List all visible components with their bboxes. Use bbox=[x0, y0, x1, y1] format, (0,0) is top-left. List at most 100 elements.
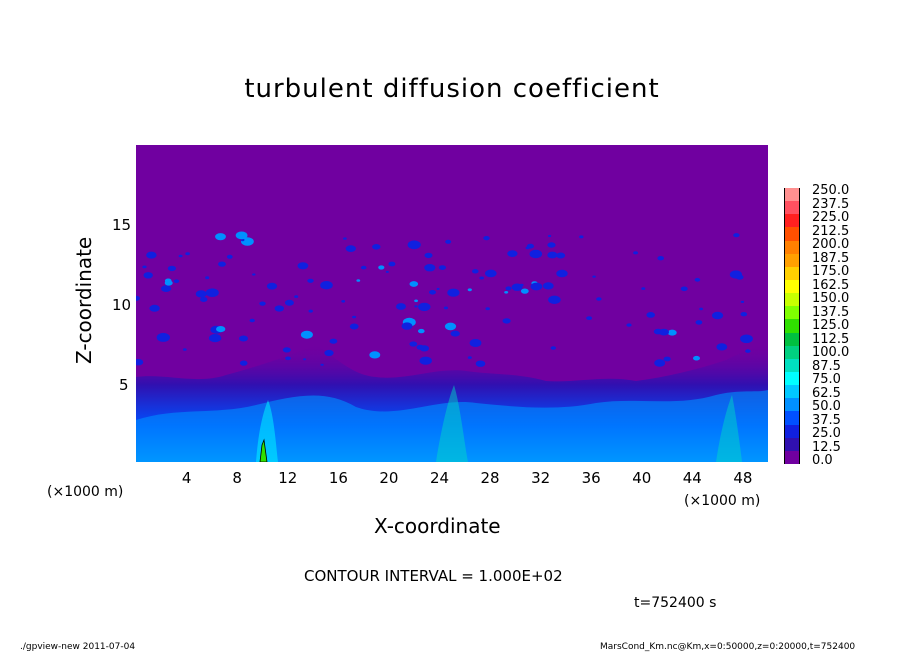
colorbar-swatch bbox=[784, 227, 800, 242]
boundary-layer-core bbox=[136, 390, 768, 462]
turbulence-blob bbox=[303, 358, 307, 361]
turbulence-blob bbox=[300, 330, 313, 339]
turbulence-blob bbox=[324, 349, 334, 357]
turbulence-blob bbox=[200, 297, 208, 302]
turbulence-blob bbox=[418, 302, 431, 312]
colorbar-swatch bbox=[784, 240, 800, 255]
turbulence-blob bbox=[414, 305, 418, 308]
turbulence-blob bbox=[633, 251, 638, 255]
turbulence-blob bbox=[205, 288, 219, 297]
x-unit-label: (×1000 m) bbox=[684, 493, 761, 509]
turbulence-blob bbox=[429, 290, 436, 295]
colorbar bbox=[784, 188, 800, 465]
turbulence-blob bbox=[320, 363, 324, 366]
colorbar-swatch bbox=[784, 253, 800, 268]
time-label: t=752400 s bbox=[634, 595, 717, 611]
footer-source: MarsCond_Km.nc@Km,x=0:50000,z=0:20000,t=… bbox=[600, 642, 856, 652]
turbulence-blob bbox=[424, 264, 436, 272]
x-tick-label: 48 bbox=[733, 469, 753, 487]
turbulence-blob bbox=[294, 295, 299, 298]
turbulence-blob bbox=[167, 265, 176, 272]
x-tick-label: 16 bbox=[328, 469, 348, 487]
turbulence-blob bbox=[445, 239, 452, 244]
turbulence-blob bbox=[416, 344, 425, 350]
turbulence-blob bbox=[205, 276, 210, 280]
colorbar-swatch bbox=[784, 306, 800, 320]
colorbar-label: 112.5 bbox=[812, 331, 850, 347]
colorbar-swatch bbox=[784, 358, 800, 373]
turbulence-blob bbox=[215, 233, 226, 241]
turbulence-blob bbox=[360, 265, 367, 270]
colorbar-swatch bbox=[784, 345, 800, 360]
turbulence-blob bbox=[716, 343, 728, 351]
colorbar-label: 87.5 bbox=[812, 358, 841, 374]
turbulence-blob bbox=[185, 252, 190, 256]
turbulence-blob bbox=[467, 288, 472, 292]
turbulence-blob bbox=[164, 278, 172, 283]
turbulence-blob bbox=[356, 279, 361, 282]
colorbar-label: 25.0 bbox=[812, 426, 841, 441]
colorbar-label: 212.5 bbox=[812, 223, 850, 239]
colorbar-swatch bbox=[784, 437, 800, 452]
x-tick-label: 40 bbox=[632, 469, 652, 487]
chart-title: turbulent diffusion coefficient bbox=[244, 74, 660, 104]
turbulence-blob bbox=[235, 231, 248, 240]
turbulence-blob bbox=[469, 339, 482, 347]
colorbar-swatch bbox=[784, 266, 800, 281]
turbulence-blob bbox=[641, 287, 646, 290]
turbulence-blob bbox=[407, 240, 421, 250]
y-axis-label: Z-coordinate bbox=[72, 236, 96, 364]
turbulence-blob bbox=[699, 307, 703, 311]
turbulence-blob bbox=[329, 338, 338, 344]
turbulence-blob bbox=[443, 306, 448, 310]
turbulence-blob bbox=[626, 323, 632, 327]
colorbar-label: 37.5 bbox=[812, 412, 841, 428]
turbulence-blob bbox=[372, 244, 381, 250]
colorbar-swatch bbox=[784, 450, 800, 465]
colorbar-label: 150.0 bbox=[812, 291, 850, 306]
colorbar-swatch bbox=[784, 214, 800, 228]
turbulence-blob bbox=[740, 312, 748, 317]
contour-interval-note: CONTOUR INTERVAL = 1.000E+02 bbox=[304, 567, 563, 585]
turbulence-blob bbox=[695, 320, 703, 325]
turbulence-blob bbox=[667, 329, 677, 336]
high-value-contour bbox=[259, 438, 268, 462]
upper-turbulence bbox=[136, 231, 753, 367]
turbulence-blob bbox=[146, 251, 157, 259]
turbulence-blob bbox=[226, 254, 233, 259]
turbulence-blob bbox=[525, 246, 530, 250]
y-unit-label: (×1000 m) bbox=[47, 484, 124, 500]
turbulence-blob bbox=[266, 282, 278, 290]
turbulence-blob bbox=[156, 332, 170, 342]
turbulence-blob bbox=[345, 245, 356, 252]
turbulence-blob bbox=[444, 322, 457, 331]
turbulence-blob bbox=[693, 355, 700, 361]
turbulence-blob bbox=[218, 261, 226, 267]
x-tick-label: 36 bbox=[581, 469, 601, 487]
turbulence-blob bbox=[369, 351, 381, 359]
turbulence-blob bbox=[596, 297, 602, 301]
x-tick-label: 8 bbox=[232, 469, 242, 487]
turbulence-blob bbox=[502, 318, 511, 324]
turbulence-blob bbox=[401, 322, 413, 330]
colorbar-label: 100.0 bbox=[812, 345, 850, 360]
turbulence-blob bbox=[548, 234, 552, 238]
turbulence-blob bbox=[740, 334, 753, 344]
turbulence-blob bbox=[504, 291, 509, 294]
turbulence-blob bbox=[547, 242, 556, 248]
turbulence-blob bbox=[646, 312, 655, 318]
x-tick-label: 20 bbox=[379, 469, 399, 487]
turbulence-blob bbox=[586, 316, 592, 320]
turbulence-blob bbox=[409, 341, 418, 347]
turbulence-blob bbox=[529, 249, 543, 259]
colorbar-label: 0.0 bbox=[812, 453, 833, 468]
turbulence-blob bbox=[483, 236, 490, 241]
turbulence-blob bbox=[414, 299, 418, 303]
colorbar-label: 187.5 bbox=[812, 250, 850, 266]
turbulence-blob bbox=[556, 252, 566, 259]
colorbar-label: 12.5 bbox=[812, 439, 841, 455]
colorbar-label: 75.0 bbox=[812, 372, 841, 387]
turbulence-blob bbox=[208, 334, 222, 343]
turbulence-blob bbox=[663, 356, 671, 362]
colorbar-swatch bbox=[784, 188, 800, 202]
